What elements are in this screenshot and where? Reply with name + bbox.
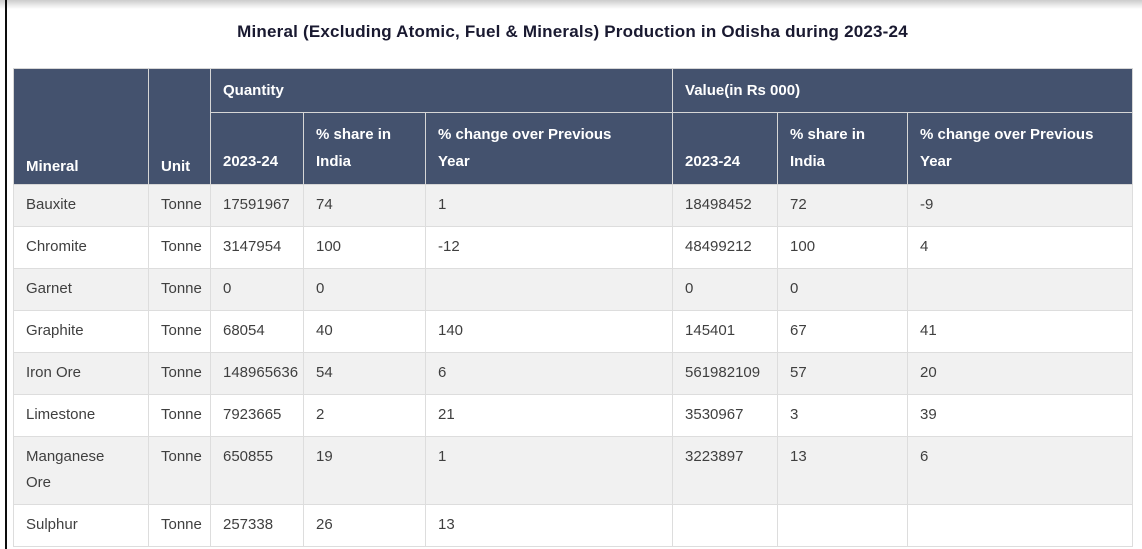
quantity-cell: 0 [210,268,304,311]
quantity-cell: 68054 [210,310,304,353]
header-mineral: Mineral [13,68,149,185]
header-quantity-group: Quantity [209,68,674,113]
value-change-cell: 41 [907,310,1134,353]
value-change-cell: -9 [907,184,1134,227]
quantity-cell: 17591967 [210,184,304,227]
quantity-cell: 650855 [210,436,304,505]
quantity-share-cell: 0 [303,268,426,311]
quantity-cell: 3147954 [210,226,304,269]
unit-cell: Tonne [148,310,211,353]
quantity-share-cell: 74 [303,184,426,227]
mineral-cell: Chromite [13,226,149,269]
quantity-change-cell: 1 [424,436,674,505]
table-row: Chromite Tonne 3147954 100 -12 48499212 … [13,226,1134,269]
quantity-change-cell: 140 [424,310,674,353]
window-left-edge [5,0,7,549]
quantity-change-cell: 21 [424,394,674,437]
mineral-cell: Sulphur [13,504,149,547]
value-cell: 48499212 [672,226,779,269]
value-share-cell [777,504,909,547]
mineral-cell: Limestone [13,394,149,437]
page-title: Mineral (Excluding Atomic, Fuel & Minera… [237,22,908,41]
table-row: Sulphur Tonne 257338 26 13 [13,504,1134,547]
table-row: Garnet Tonne 0 0 0 0 [13,268,1134,311]
quantity-share-cell: 100 [303,226,426,269]
value-cell: 145401 [672,310,779,353]
header-quantity-share: % share in India [303,112,426,185]
minerals-production-table: Mineral Unit Quantity Value(in Rs 000) 2… [13,68,1134,547]
unit-cell: Tonne [148,352,211,395]
quantity-share-cell: 19 [303,436,426,505]
table-row: Limestone Tonne 7923665 2 21 3530967 3 3… [13,394,1134,437]
value-cell: 0 [672,268,779,311]
header-value-group: Value(in Rs 000) [672,68,1134,113]
quantity-cell: 7923665 [210,394,304,437]
quantity-cell: 257338 [210,504,304,547]
value-change-cell [907,504,1134,547]
quantity-share-cell: 54 [303,352,426,395]
quantity-share-cell: 2 [303,394,426,437]
unit-cell: Tonne [148,504,211,547]
value-change-cell: 6 [907,436,1134,505]
mineral-cell: Garnet [13,268,149,311]
header-group-row: Mineral Unit Quantity Value(in Rs 000) [13,68,1134,185]
value-share-cell: 57 [777,352,909,395]
value-share-cell: 13 [777,436,909,505]
value-cell: 3223897 [672,436,779,505]
header-quantity-year: 2023-24 [210,112,304,185]
mineral-cell: Manganese Ore [13,436,149,505]
value-share-cell: 100 [777,226,909,269]
header-value-change: % change over Previous Year [907,112,1134,185]
value-cell: 561982109 [672,352,779,395]
value-change-cell: 4 [907,226,1134,269]
quantity-change-cell: 1 [424,184,674,227]
value-share-cell: 0 [777,268,909,311]
quantity-change-cell: 13 [424,504,674,547]
header-value-year: 2023-24 [672,112,779,185]
quantity-change-cell [424,268,674,311]
mineral-cell: Iron Ore [13,352,149,395]
value-cell [672,504,779,547]
mineral-cell: Graphite [13,310,149,353]
top-shadow [0,0,1142,9]
unit-cell: Tonne [148,394,211,437]
quantity-change-cell: 6 [424,352,674,395]
value-share-cell: 72 [777,184,909,227]
quantity-share-cell: 26 [303,504,426,547]
header-unit: Unit [148,68,211,185]
quantity-share-cell: 40 [303,310,426,353]
quantity-cell: 148965636 [210,352,304,395]
value-share-cell: 67 [777,310,909,353]
value-change-cell: 20 [907,352,1134,395]
unit-cell: Tonne [148,268,211,311]
value-change-cell [907,268,1134,311]
table-row: Iron Ore Tonne 148965636 54 6 561982109 … [13,352,1134,395]
table-row: Graphite Tonne 68054 40 140 145401 67 41 [13,310,1134,353]
table-row: Manganese Ore Tonne 650855 19 1 3223897 … [13,436,1134,505]
header-quantity-change: % change over Previous Year [424,112,674,185]
table-row: Bauxite Tonne 17591967 74 1 18498452 72 … [13,184,1134,227]
quantity-change-cell: -12 [424,226,674,269]
header-value-share: % share in India [777,112,909,185]
value-share-cell: 3 [777,394,909,437]
value-cell: 18498452 [672,184,779,227]
mineral-cell: Bauxite [13,184,149,227]
header-sub-row: 2023-24 % share in India % change over P… [14,112,1134,185]
unit-cell: Tonne [148,226,211,269]
value-cell: 3530967 [672,394,779,437]
unit-cell: Tonne [148,184,211,227]
unit-cell: Tonne [148,436,211,505]
value-change-cell: 39 [907,394,1134,437]
